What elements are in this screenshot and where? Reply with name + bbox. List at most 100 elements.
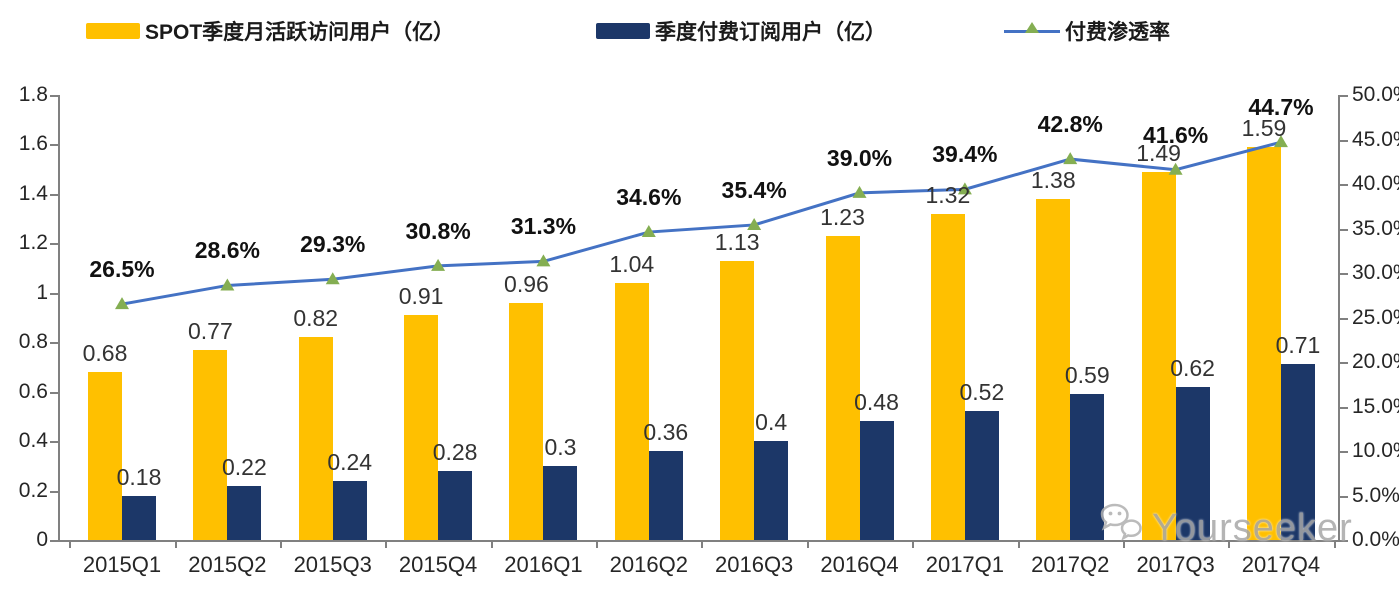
yellow-bar — [509, 302, 544, 540]
wechat-icon — [1100, 503, 1142, 541]
yellow-bar — [193, 349, 228, 540]
x-axis-tick-label: 2016Q1 — [504, 552, 583, 577]
y-axis-tick-left — [50, 292, 58, 295]
y-axis-tick-label-right: 20.0% — [1352, 350, 1399, 373]
bar-value-label-mau: 0.77 — [187, 317, 233, 344]
percent-label: 44.7% — [1248, 94, 1314, 121]
y-axis-tick-right — [1340, 184, 1348, 186]
x-axis-tick — [701, 542, 704, 548]
bar-value-label-subscribers: 0.18 — [116, 463, 162, 490]
navy-bar — [438, 470, 473, 540]
y-axis-tick-left — [50, 540, 58, 542]
triangle-marker-icon — [115, 297, 129, 310]
line-sample — [1004, 21, 1060, 33]
percent-label: 39.4% — [932, 141, 998, 168]
percent-label: 29.3% — [300, 231, 366, 258]
y-axis-tick-label-left: 0.8 — [18, 330, 48, 354]
y-axis-tick-left — [50, 490, 58, 493]
y-axis-tick-label-left: 1.2 — [18, 231, 48, 255]
legend-label-mau: SPOT季度月活跃访问用户（亿） — [145, 21, 455, 44]
bar-value-label-subscribers: 0.59 — [1064, 362, 1110, 389]
axis-line-right — [1338, 95, 1340, 540]
percent-label: 34.6% — [616, 184, 682, 211]
y-axis-tick-left — [50, 95, 58, 97]
y-axis-tick-label-right: 40.0% — [1352, 172, 1399, 195]
bar-value-label-subscribers: 0.24 — [327, 448, 373, 475]
navy-bar — [1280, 364, 1315, 540]
bar-value-label-subscribers: 0.71 — [1275, 332, 1321, 359]
y-axis-tick-label-right: 0.0% — [1352, 528, 1399, 551]
bar-value-label-subscribers: 0.48 — [854, 389, 899, 416]
bar-value-label-mau: 1.32 — [925, 181, 971, 208]
y-axis-tick-right — [1340, 362, 1348, 364]
y-axis-tick-label-right: 50.0% — [1352, 83, 1399, 106]
penetration-line-path — [121, 140, 1282, 306]
y-axis-tick-left — [50, 391, 58, 394]
navy-bar — [754, 441, 789, 540]
bar-value-label-subscribers: 0.28 — [432, 438, 478, 465]
x-axis-tick — [490, 542, 493, 548]
triangle-marker-icon — [220, 278, 235, 291]
bar-value-label-subscribers: 0.52 — [959, 379, 1005, 406]
y-axis-tick-right — [1340, 95, 1348, 97]
y-axis-tick-label-right: 25.0% — [1352, 305, 1399, 329]
percent-label: 41.6% — [1142, 121, 1209, 148]
y-axis-tick-right — [1340, 139, 1348, 142]
bar-value-label-mau: 1.38 — [1030, 166, 1076, 193]
y-axis-tick-right — [1340, 495, 1348, 498]
yellow-bar — [298, 337, 333, 540]
triangle-marker-icon — [431, 258, 446, 271]
x-axis-tick — [596, 542, 599, 548]
triangle-marker-icon — [1025, 21, 1039, 33]
y-axis-tick-left — [50, 193, 58, 196]
navy-bar — [332, 480, 367, 540]
percent-label: 39.0% — [826, 144, 893, 171]
legend-label-penetration: 付费渗透率 — [1065, 21, 1170, 44]
legend-item-subscribers: 季度付费订阅用户（亿） — [596, 16, 886, 46]
navy-bar — [964, 411, 999, 540]
axis-line-left — [58, 95, 60, 540]
yellow-bar — [404, 315, 439, 540]
bar-value-label-mau: 0.96 — [504, 270, 549, 297]
yellow-bar — [720, 260, 755, 540]
y-axis-tick-label-right: 30.0% — [1352, 261, 1399, 284]
y-axis-tick-label-right: 45.0% — [1352, 127, 1399, 151]
y-axis-tick-label-left: 0 — [36, 528, 48, 551]
navy-bar — [122, 495, 156, 540]
triangle-marker-icon — [536, 254, 551, 267]
x-axis-tick — [280, 542, 283, 548]
x-axis-tick — [1333, 542, 1336, 548]
y-axis-tick-right — [1340, 317, 1348, 320]
bar-value-label-mau: 0.82 — [293, 305, 339, 332]
navy-bar — [1070, 394, 1105, 540]
triangle-marker-icon — [325, 272, 340, 285]
x-axis-tick-label: 2015Q4 — [398, 552, 478, 577]
y-axis-tick-right — [1340, 273, 1348, 275]
y-axis-tick-label-right: 5.0% — [1352, 483, 1399, 507]
y-axis-tick-right — [1340, 228, 1348, 231]
x-axis-tick — [69, 542, 72, 548]
y-axis-tick-left — [50, 441, 58, 444]
legend-item-penetration: 付费渗透率 — [1004, 16, 1170, 46]
bar-value-label-subscribers: 0.62 — [1170, 354, 1215, 381]
y-axis-tick-label-left: 1.8 — [18, 83, 48, 106]
navy-bar — [859, 421, 894, 540]
yellow-bar — [930, 213, 965, 540]
percent-label: 31.3% — [510, 213, 577, 240]
percent-label: 26.5% — [89, 256, 155, 283]
x-axis-tick — [912, 542, 915, 548]
mau-series-swatch — [86, 23, 140, 39]
percent-label: 28.6% — [194, 237, 260, 264]
bar-value-label-mau: 0.91 — [398, 283, 444, 310]
x-axis-tick — [1017, 542, 1020, 548]
percent-label: 35.4% — [721, 176, 787, 203]
y-axis-tick-label-left: 0.2 — [18, 478, 48, 502]
yellow-bar — [825, 235, 860, 540]
percent-label: 30.8% — [405, 217, 471, 244]
x-axis-tick-label: 2017Q4 — [1241, 552, 1321, 577]
bar-value-label-mau: 1.13 — [714, 228, 760, 255]
x-axis-tick-label: 2016Q4 — [820, 552, 899, 577]
y-axis-tick-label-right: 15.0% — [1352, 394, 1399, 418]
y-axis-tick-label-left: 1.6 — [18, 132, 48, 156]
x-axis-tick-label: 2016Q2 — [609, 552, 688, 577]
